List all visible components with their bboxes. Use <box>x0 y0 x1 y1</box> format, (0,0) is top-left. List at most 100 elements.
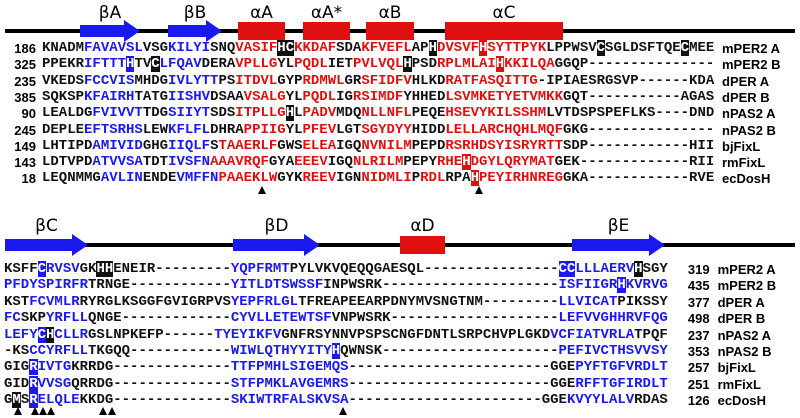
residues: IGN <box>336 170 362 187</box>
residues: GK <box>79 261 97 277</box>
sequence-name: mPER2 B <box>717 278 777 294</box>
sequence-name: dPER B <box>722 89 770 105</box>
start-number: 143 <box>14 155 36 171</box>
residues: DERA <box>201 56 236 73</box>
end-number: 237 <box>687 327 710 343</box>
residues: C <box>680 40 690 56</box>
end-number: 435 <box>687 278 710 294</box>
residues: YL <box>285 121 303 138</box>
residues: EEEV <box>294 154 328 171</box>
residues: RYRGLKSGGFGVIGRPVS <box>79 293 231 310</box>
residues: HLKD <box>411 72 446 89</box>
residues: AVLIN <box>100 170 143 187</box>
residues: PQDL <box>302 88 337 105</box>
residues: GR <box>344 72 362 89</box>
start-number: 149 <box>14 138 36 154</box>
residues: KFLFL <box>168 121 211 138</box>
residues: PIKSSY <box>617 293 668 310</box>
residues: IG <box>336 88 353 105</box>
residues: KSFF <box>4 261 38 277</box>
residues: NLRILM <box>352 154 404 171</box>
residues: PAAEKLW <box>218 170 278 187</box>
residues: INPWSRK--------------------- <box>323 277 559 294</box>
residues: YITLDTSWSSF <box>230 277 324 294</box>
marker-triangle <box>339 407 347 415</box>
residues: ENEIR--------- <box>113 261 231 277</box>
residues: IISHV <box>168 88 211 105</box>
residues: GGQP--------------- <box>554 56 715 73</box>
structure-label: βB <box>184 3 207 23</box>
residues: P <box>411 170 421 187</box>
residues: H <box>428 40 437 56</box>
residues: C <box>151 56 160 73</box>
residues: SDP------------HII <box>563 137 715 154</box>
sequence-name: rmFixL <box>722 155 766 171</box>
residues: R <box>29 359 38 376</box>
residues: DVSVF <box>436 40 479 56</box>
sequence-name: rmFixL <box>717 376 761 392</box>
residues: VVSG <box>37 375 72 392</box>
residues: AAAVRQF <box>210 154 269 171</box>
residues: YEPFRLGL <box>230 293 299 310</box>
residues: SDA <box>336 40 362 56</box>
residues: PYFTGFVRDLT <box>575 359 668 376</box>
residues: GKG--------------- <box>562 121 715 138</box>
residues: IVSFN <box>168 154 211 171</box>
residues: YL <box>277 56 295 73</box>
residues: LLLAERV <box>575 261 635 277</box>
sequence: PPEKRIFTTTHTVCLFQAVDERAVPLLGYLPQDLIETPVL… <box>42 56 715 73</box>
residues: GKA------------RVE <box>563 170 715 187</box>
residues: KKILQA <box>504 56 555 73</box>
residues: H <box>285 105 295 122</box>
sequence-name: dPER A <box>717 294 765 310</box>
residues: GWS <box>277 137 303 154</box>
residues: PEYIRHNREG <box>478 170 563 187</box>
residues: LGT <box>336 121 362 138</box>
residues: LEALDG <box>42 105 93 122</box>
residues: G <box>4 392 13 409</box>
residues: VPLLG <box>235 56 278 73</box>
residues: VNPWSRK-------------------- <box>331 310 559 327</box>
residues: SIIYT <box>168 105 211 122</box>
residues: ITDVL <box>235 72 278 89</box>
end-number: 126 <box>687 393 710 409</box>
sequence-name: dPER A <box>722 73 770 89</box>
marker-triangle <box>47 407 55 415</box>
sequence-name: bjFixL <box>717 360 756 376</box>
residues: LEFVVGHHRVFQG <box>558 310 668 327</box>
sequence: LEFYCHCLLRGSLNPKEFP------TYEYIKFVGNFRSYN… <box>4 326 668 343</box>
residues: DGYLQRYMAT <box>470 154 555 171</box>
end-number: 319 <box>687 262 710 277</box>
residues: ------------------------GGE <box>348 359 576 376</box>
residues: H <box>479 40 488 56</box>
residues: S <box>20 392 30 409</box>
residues: PVLVQL <box>352 56 404 73</box>
residues: AP <box>411 40 429 56</box>
residues: GNFRSYNNVPSPSCNGFDNTLSRPCHVPLGKD <box>281 326 551 343</box>
alpha-helix <box>238 22 285 40</box>
residues: LHTIPD <box>42 137 93 154</box>
sequence: -KSCCYRFLLTKGQQ------------WIWLQTHYYITYH… <box>4 343 668 359</box>
marker-triangle <box>31 407 39 415</box>
residues: DEPLE <box>42 121 85 138</box>
residues: GIG <box>4 359 30 376</box>
residues: FAVAVSL <box>84 40 143 56</box>
residues: STFPMKLAVGEMRS <box>230 375 349 392</box>
start-number: 385 <box>14 89 36 105</box>
residues: KKDAF <box>294 40 337 56</box>
residues: KVYYLALV <box>566 392 635 409</box>
start-number: 245 <box>14 122 36 138</box>
residues: KNADM <box>42 40 85 56</box>
residues: LPPWSV <box>546 40 597 56</box>
residues: SDS <box>210 105 236 122</box>
residues: PEPY <box>403 154 437 171</box>
end-number: 498 <box>687 311 710 327</box>
structure-label: αC <box>492 3 515 23</box>
residues: KVRVG <box>625 277 668 294</box>
residues: PEFIVCTHSVVSY <box>558 343 668 359</box>
sequence-name: mPER2 A <box>717 262 776 277</box>
residues: H <box>634 261 643 277</box>
residues: IGQ <box>336 137 362 154</box>
end-number: 353 <box>687 344 710 359</box>
